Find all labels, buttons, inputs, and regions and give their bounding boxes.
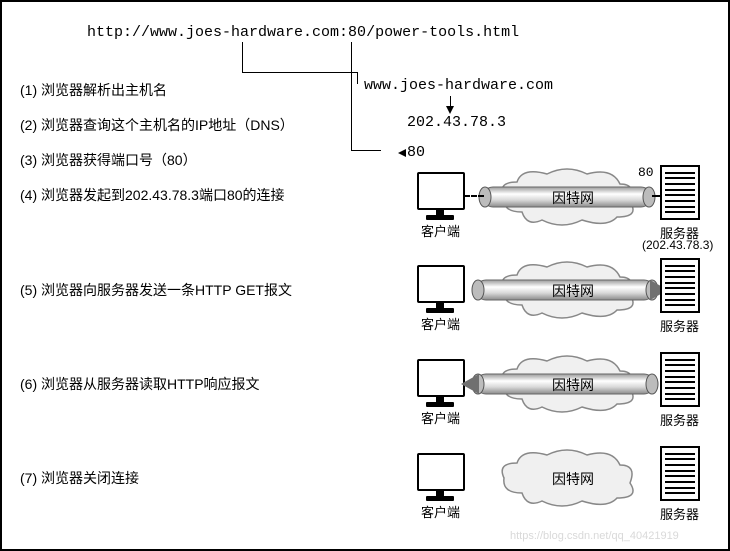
diagram-canvas: http://www.joes-hardware.com:80/power-to… (0, 0, 730, 551)
client-label-4: 客户端 (421, 221, 460, 240)
host-arrow-v2 (357, 72, 358, 84)
client-label-7: 客户端 (421, 502, 460, 521)
host-arrow-v (242, 42, 243, 72)
step-5: (5) 浏览器向服务器发送一条HTTP GET报文 (20, 280, 292, 300)
server-icon-5 (660, 258, 700, 313)
resolved-port: 80 (407, 144, 425, 161)
url-line: http://www.joes-hardware.com:80/power-to… (87, 24, 519, 41)
step-3: (3) 浏览器获得端口号（80） (20, 150, 197, 170)
step-1: (1) 浏览器解析出主机名 (20, 80, 167, 100)
client-icon-6 (417, 359, 463, 407)
client-icon-7 (417, 453, 463, 501)
port-arrow-head (398, 149, 406, 157)
resolved-host: www.joes-hardware.com (364, 77, 553, 94)
watermark: https://blog.csdn.net/qq_40421919 (510, 530, 679, 542)
step-7: (7) 浏览器关闭连接 (20, 468, 139, 488)
step-2: (2) 浏览器查询这个主机名的IP地址（DNS） (20, 115, 294, 135)
client-label-5: 客户端 (421, 314, 460, 333)
url-port: :80 (339, 24, 366, 41)
step-6: (6) 浏览器从服务器读取HTTP响应报文 (20, 374, 260, 394)
internet-label-7: 因特网 (552, 469, 594, 489)
port-arrow-h (351, 150, 381, 151)
url-path: /power-tools.html (366, 24, 519, 41)
internet-label-6: 因特网 (552, 375, 594, 395)
step-4: (4) 浏览器发起到202.43.78.3端口80的连接 (20, 185, 285, 205)
server-icon-4 (660, 165, 700, 220)
port-label-4: 80 (638, 165, 654, 180)
internet-label-5: 因特网 (552, 281, 594, 301)
server-ip-4: (202.43.78.3) (642, 238, 713, 252)
server-label-7: 服务器 (660, 504, 699, 523)
client-icon-4 (417, 172, 463, 220)
server-icon-6 (660, 352, 700, 407)
server-label-6: 服务器 (660, 410, 699, 429)
internet-label-4: 因特网 (552, 188, 594, 208)
server-icon-7 (660, 446, 700, 501)
host-arrow-h (242, 72, 357, 73)
url-host: www.joes-hardware.com (150, 24, 339, 41)
response-arrow (461, 374, 479, 394)
dash-right-4 (652, 195, 660, 197)
resolved-ip: 202.43.78.3 (407, 114, 506, 131)
host-to-ip-arrow (446, 106, 454, 114)
client-icon-5 (417, 265, 463, 313)
dash-left-4 (464, 195, 484, 197)
port-arrow-v (351, 42, 352, 150)
server-label-5: 服务器 (660, 316, 699, 335)
client-label-6: 客户端 (421, 408, 460, 427)
url-prefix: http:// (87, 24, 150, 41)
